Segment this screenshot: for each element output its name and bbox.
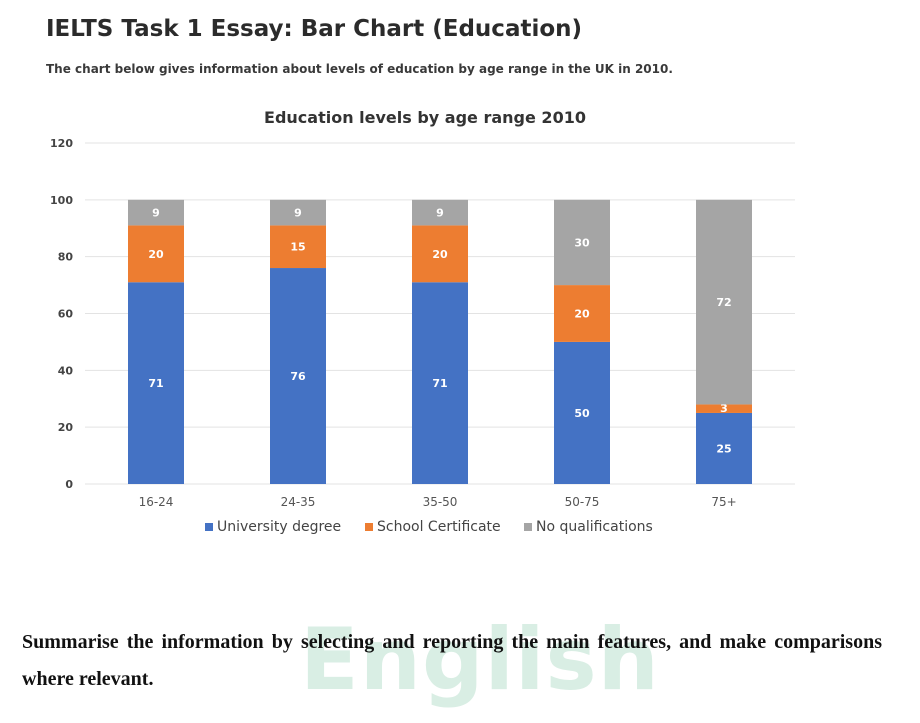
legend-label: No qualifications xyxy=(536,519,653,535)
x-tick-label: 75+ xyxy=(711,495,736,509)
x-tick-label: 50-75 xyxy=(565,495,600,509)
bar-segment xyxy=(554,285,610,342)
bar-segment xyxy=(554,199,610,286)
data-label: 72 xyxy=(716,296,731,309)
y-tick-label: 0 xyxy=(65,478,73,491)
data-label: 50 xyxy=(574,407,590,420)
data-label: 9 xyxy=(152,207,160,220)
y-tick-label: 40 xyxy=(58,364,74,377)
data-label: 20 xyxy=(574,308,590,321)
bar-series: 71 20 9 76 15 9 71 20 9 50 20 30 25 3 72 xyxy=(128,199,752,484)
bar-segment xyxy=(270,199,326,226)
data-label: 30 xyxy=(574,236,590,249)
bar-segment xyxy=(270,225,326,269)
data-label: 76 xyxy=(290,370,306,383)
x-tick-label: 24-35 xyxy=(281,495,316,509)
y-tick-label: 20 xyxy=(58,421,74,434)
legend-swatch xyxy=(365,523,373,531)
bar-segment xyxy=(128,282,184,484)
bar-segment xyxy=(696,199,752,405)
watermark: English xyxy=(300,610,660,710)
y-tick-label: 120 xyxy=(50,137,73,150)
y-tick-label: 60 xyxy=(58,308,74,321)
data-label: 25 xyxy=(716,442,731,455)
x-tick-label: 35-50 xyxy=(423,495,458,509)
bar-segment xyxy=(412,199,468,226)
bar-segment xyxy=(270,268,326,484)
data-label: 9 xyxy=(436,207,444,220)
y-tick-label: 80 xyxy=(58,251,74,264)
y-tick-label: 100 xyxy=(50,194,73,207)
data-label: 20 xyxy=(148,248,164,261)
x-axis-ticks: 16-24 24-35 35-50 50-75 75+ xyxy=(139,495,737,509)
data-label: 71 xyxy=(432,377,447,390)
legend-swatch xyxy=(524,523,532,531)
bar-segment xyxy=(128,199,184,226)
bar-segment xyxy=(412,225,468,283)
y-axis-ticks: 0 20 40 60 80 100 120 xyxy=(50,137,73,491)
legend-swatch xyxy=(205,523,213,531)
legend-label: School Certificate xyxy=(377,519,501,535)
bar-segment xyxy=(128,225,184,283)
data-label: 3 xyxy=(720,402,728,415)
task-instructions: Summarise the information by selecting a… xyxy=(22,631,882,690)
data-label: 20 xyxy=(432,248,448,261)
legend-label: University degree xyxy=(217,519,341,535)
bar-segment xyxy=(554,341,610,484)
page-title: IELTS Task 1 Essay: Bar Chart (Education… xyxy=(46,16,583,42)
page-subtitle: The chart below gives information about … xyxy=(46,62,673,76)
data-label: 9 xyxy=(294,207,302,220)
bar-segment xyxy=(696,404,752,413)
bar-segment xyxy=(412,282,468,484)
legend: University degree School Certificate No qu… xyxy=(205,519,653,535)
data-label: 71 xyxy=(148,377,163,390)
bar-chart: Education levels by age range 2010 0 20 40… xyxy=(50,108,795,535)
data-label: 15 xyxy=(290,241,305,254)
chart-title: Education levels by age range 2010 xyxy=(264,108,586,127)
bar-segment xyxy=(696,412,752,484)
x-tick-label: 16-24 xyxy=(139,495,174,509)
